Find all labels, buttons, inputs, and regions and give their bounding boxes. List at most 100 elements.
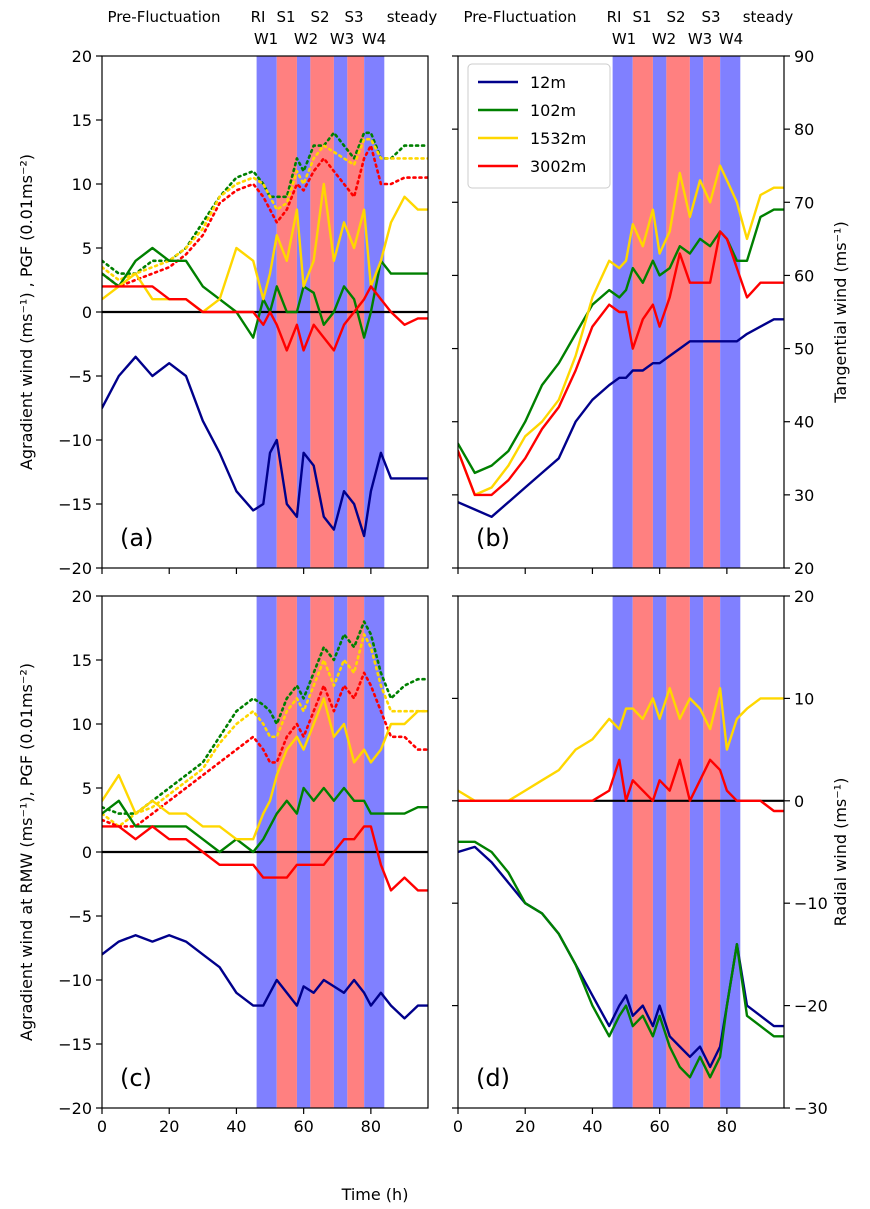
y-tick-label: 20 (794, 559, 814, 578)
y-tick-label: 20 (72, 587, 92, 606)
y-tick-label: −5 (68, 367, 92, 386)
series-3002m-solid (458, 758, 784, 813)
y-tick-label: 15 (72, 651, 92, 670)
series-102m-dotted (102, 620, 428, 815)
phase-label: RI (607, 8, 622, 26)
band-s-1 (632, 596, 653, 1108)
phase-label: Pre-Fluctuation (463, 8, 576, 26)
y-tick-label: −15 (58, 1035, 92, 1054)
y-tick-label: −20 (794, 997, 828, 1016)
band-w-4 (689, 596, 704, 1108)
y-tick-label: 0 (794, 792, 804, 811)
phase-label: W2 (294, 30, 318, 48)
y-tick-label: 0 (82, 843, 92, 862)
series-1532m-solid (102, 697, 428, 841)
y-tick-label: −20 (58, 559, 92, 578)
phase-label: S3 (344, 8, 363, 26)
y-tick-label: 40 (794, 413, 814, 432)
phase-label: S3 (701, 8, 720, 26)
y-tick-label: 5 (82, 239, 92, 258)
x-tick-label: 20 (515, 1117, 535, 1136)
y-tick-label: −10 (794, 894, 828, 913)
series-group (102, 620, 428, 1020)
y-axis-label: Agradient wind at RMW (ms⁻¹), PGF (0.01m… (17, 663, 36, 1041)
x-tick-label: 60 (649, 1117, 669, 1136)
x-tick-label: 40 (226, 1117, 246, 1136)
y-tick-label: 80 (794, 120, 814, 139)
panel-c: 0 20 40 60 80 −20 −15 −10 −5 0 5 10 15 20 Agradient wi… (17, 587, 429, 1136)
y-tick-label: 5 (82, 779, 92, 798)
band-s-5 (703, 596, 721, 1108)
phase-label: W4 (362, 30, 386, 48)
y-axis-label: Tangential wind (ms⁻¹) (831, 221, 850, 403)
y-axis-label: Radial wind (ms⁻¹) (831, 778, 850, 927)
series-12m-solid (102, 934, 428, 1020)
panel-tag: (b) (476, 524, 510, 552)
x-tick-label: 60 (293, 1117, 313, 1136)
legend-box (467, 63, 611, 189)
panel-tag: (a) (120, 524, 153, 552)
series-102m-solid (102, 786, 428, 854)
series-102m-solid (458, 840, 784, 1079)
band-w-4 (689, 56, 704, 568)
y-tick-label: 20 (794, 587, 814, 606)
y-tick-label: −10 (58, 971, 92, 990)
panel-tag: (c) (120, 1064, 152, 1092)
y-tick-label: 10 (72, 715, 92, 734)
band-s-1 (632, 56, 653, 568)
band-s-3 (666, 56, 690, 568)
legend-label-12m: 12m (530, 73, 566, 92)
axes-frame (457, 595, 785, 1109)
phase-label: steady (387, 8, 438, 26)
band-w-2 (652, 596, 667, 1108)
y-tick-label: −10 (58, 431, 92, 450)
phase-label: S2 (310, 8, 329, 26)
series-1532m-dotted (102, 633, 428, 828)
panel-d: 0 20 40 60 80 −30 −20 −10 0 10 20 Radial wind (ms⁻¹… (452, 587, 850, 1136)
panel-tag: (d) (476, 1064, 510, 1092)
y-tick-label: −30 (794, 1099, 828, 1118)
series-group (102, 131, 428, 538)
y-tick-label: 70 (794, 193, 814, 212)
panel-a: −20 −15 −10 −5 0 5 10 15 20 Agradient wind (ms⁻¹)… (17, 47, 429, 578)
legend: 12m 102m 1532m 3002m (467, 63, 611, 189)
phase-label: S1 (276, 8, 295, 26)
band-s-3 (666, 596, 690, 1108)
phase-label: W1 (612, 30, 636, 48)
series-3002m-solid (102, 825, 428, 892)
x-tick-label: 20 (159, 1117, 179, 1136)
band-w-6 (720, 56, 741, 568)
phase-label: S2 (666, 8, 685, 26)
series-102m-solid (102, 246, 428, 339)
phase-labels: Pre-Fluctuation RI S1 S2 S3 steady Pre-Fluctua… (107, 8, 793, 48)
y-tick-label: 10 (72, 175, 92, 194)
y-tick-label: 15 (72, 111, 92, 130)
y-tick-label: 60 (794, 266, 814, 285)
x-tick-label: 80 (361, 1117, 381, 1136)
y-tick-label: 20 (72, 47, 92, 66)
series-1532m-solid (458, 164, 784, 497)
band-s-5 (703, 56, 721, 568)
phase-label: steady (743, 8, 794, 26)
series-12m-solid (102, 355, 428, 538)
series-3002m-solid (458, 230, 784, 497)
series-1532m-dotted (102, 137, 428, 282)
phase-label: W1 (254, 30, 278, 48)
y-axis-label: Agradient wind (ms⁻¹) , PGF (0.01ms⁻²) (17, 154, 36, 470)
legend-label-3002m: 3002m (530, 157, 586, 176)
y-tick-label: −5 (68, 907, 92, 926)
phase-label: Pre-Fluctuation (107, 8, 220, 26)
x-tick-label: 80 (717, 1117, 737, 1136)
series-1532m-solid (458, 687, 784, 802)
phase-label: RI (251, 8, 266, 26)
phase-label: W3 (330, 30, 354, 48)
y-tick-label: 0 (82, 303, 92, 322)
y-tick-label: 90 (794, 47, 814, 66)
phase-label: W4 (719, 30, 743, 48)
legend-label-1532m: 1532m (530, 129, 586, 148)
x-tick-label: 40 (582, 1117, 602, 1136)
series-12m-solid (458, 318, 784, 518)
x-tick-label: 0 (97, 1117, 107, 1136)
y-tick-label: 10 (794, 689, 814, 708)
